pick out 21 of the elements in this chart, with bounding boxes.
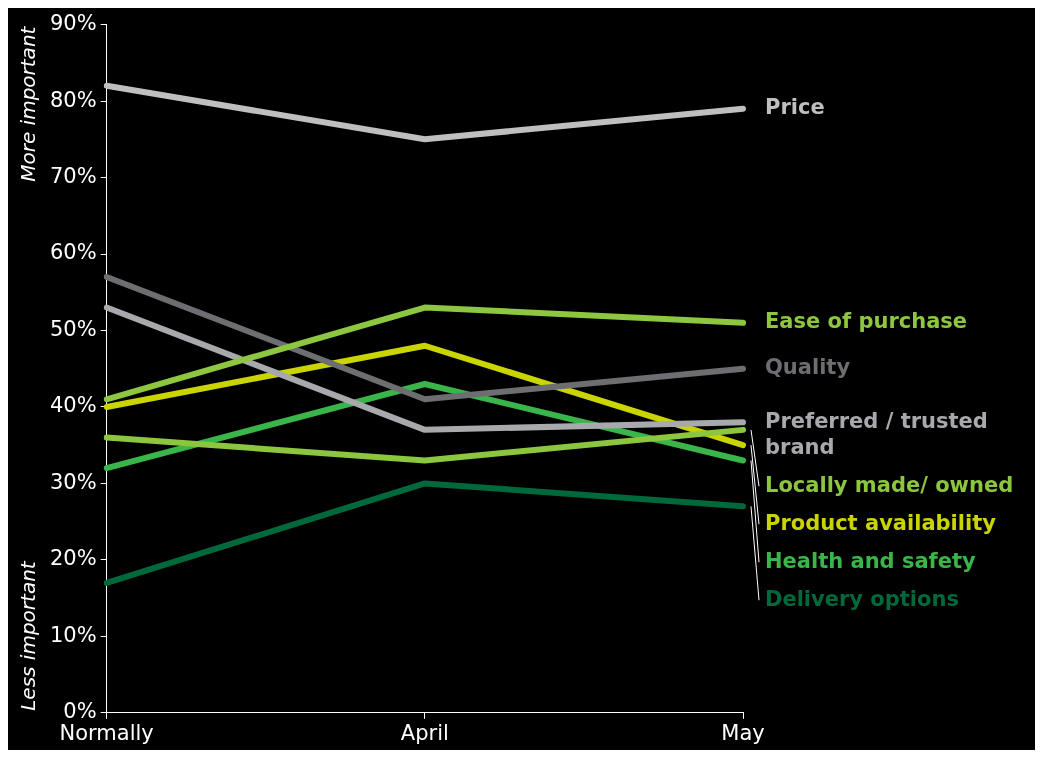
series-label: Quality [765, 355, 851, 380]
series-label: Ease of purchase [765, 309, 968, 334]
y-tick-label: 90% [49, 11, 97, 36]
text: Locally made/ owned [765, 472, 1014, 497]
y-tick-label: 70% [49, 163, 97, 188]
text: Less important [16, 560, 41, 711]
y-tick-label: 10% [49, 622, 97, 647]
series-label: Preferred / trusted brand [765, 408, 988, 459]
y-tick-label: 30% [49, 469, 97, 494]
y-tick-label: 60% [49, 240, 97, 265]
text: Delivery options [765, 586, 959, 611]
x-tick-label: May [721, 720, 765, 745]
y-axis-title: More important [16, 25, 41, 182]
y-tick-label: 80% [49, 87, 97, 112]
y-tick-label: 50% [49, 316, 97, 341]
y-tick-label: 40% [49, 393, 97, 418]
y-tick-label: 20% [49, 546, 97, 571]
series-label: Price [765, 95, 825, 120]
text: Health and safety [765, 548, 977, 573]
text: Product availability [765, 510, 997, 535]
x-tick-label: April [400, 720, 449, 745]
